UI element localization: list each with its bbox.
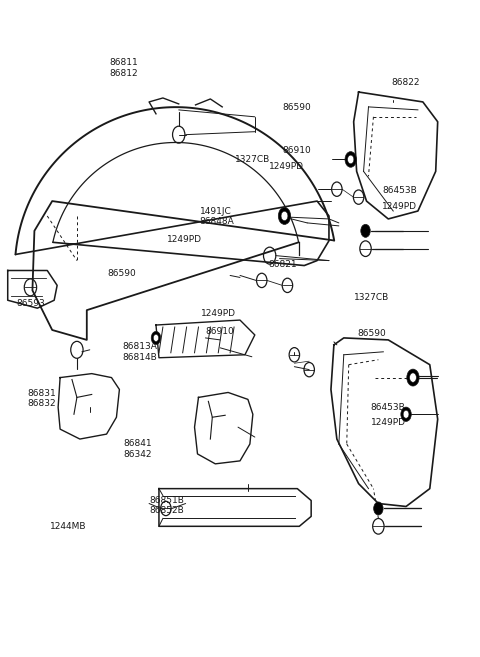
Text: 86590: 86590 xyxy=(358,329,386,338)
Text: 86590: 86590 xyxy=(107,269,136,278)
Text: 86910: 86910 xyxy=(206,327,235,336)
Text: 1249PD: 1249PD xyxy=(371,419,406,428)
Text: 1249PD: 1249PD xyxy=(201,309,236,318)
Text: 86453B: 86453B xyxy=(371,403,405,413)
Circle shape xyxy=(407,369,419,386)
Text: 86453B: 86453B xyxy=(383,186,417,195)
Text: 1249PD: 1249PD xyxy=(269,162,304,171)
Circle shape xyxy=(348,155,354,164)
Text: 86821: 86821 xyxy=(268,260,297,269)
Text: 1249PD: 1249PD xyxy=(167,235,202,244)
Text: 1249PD: 1249PD xyxy=(383,202,417,210)
Text: 86841
86342: 86841 86342 xyxy=(124,440,152,459)
Text: 1491JC
86848A: 1491JC 86848A xyxy=(200,207,234,226)
Text: 1244MB: 1244MB xyxy=(50,522,87,531)
Circle shape xyxy=(373,502,383,515)
Text: 1327CB: 1327CB xyxy=(354,293,389,302)
Circle shape xyxy=(361,224,370,237)
Circle shape xyxy=(403,411,409,419)
Text: 86851B
86852B: 86851B 86852B xyxy=(149,496,184,515)
Text: 86593: 86593 xyxy=(16,299,45,308)
Circle shape xyxy=(151,331,161,344)
Text: 86590: 86590 xyxy=(283,102,312,112)
Text: 86910: 86910 xyxy=(283,145,312,154)
Circle shape xyxy=(401,407,411,421)
Text: 86813A
86814B: 86813A 86814B xyxy=(122,342,157,361)
Text: 1327CB: 1327CB xyxy=(235,154,271,164)
Circle shape xyxy=(278,208,291,225)
Circle shape xyxy=(409,373,416,382)
Text: 86811
86812: 86811 86812 xyxy=(109,58,138,78)
Text: 86822: 86822 xyxy=(392,78,420,87)
Circle shape xyxy=(154,334,158,342)
Text: 86831
86832: 86831 86832 xyxy=(27,388,56,408)
Circle shape xyxy=(345,152,356,168)
Circle shape xyxy=(281,212,288,221)
